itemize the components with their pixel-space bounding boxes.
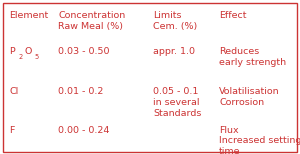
Text: 0.03 - 0.50: 0.03 - 0.50 bbox=[58, 47, 110, 56]
Text: 0.01 - 0.2: 0.01 - 0.2 bbox=[58, 87, 104, 96]
Text: 5: 5 bbox=[34, 54, 39, 60]
Text: P: P bbox=[9, 47, 15, 56]
Text: 0.00 - 0.24: 0.00 - 0.24 bbox=[58, 126, 110, 134]
Text: O: O bbox=[25, 47, 32, 56]
Text: Limits
Cem. (%): Limits Cem. (%) bbox=[153, 11, 197, 30]
Text: Effect: Effect bbox=[219, 11, 247, 20]
Text: F: F bbox=[9, 126, 14, 134]
Text: 0.05 - 0.1
in several
Standards: 0.05 - 0.1 in several Standards bbox=[153, 87, 201, 118]
Text: Volatilisation
Corrosion: Volatilisation Corrosion bbox=[219, 87, 280, 107]
Text: appr. 1.0: appr. 1.0 bbox=[153, 47, 195, 56]
Text: Concentration
Raw Meal (%): Concentration Raw Meal (%) bbox=[58, 11, 126, 30]
Text: Flux
Increased setting
time: Flux Increased setting time bbox=[219, 126, 300, 154]
Text: Cl: Cl bbox=[9, 87, 18, 96]
Text: Element: Element bbox=[9, 11, 48, 20]
Text: Reduces
early strength: Reduces early strength bbox=[219, 47, 286, 67]
Text: 2: 2 bbox=[19, 54, 23, 60]
